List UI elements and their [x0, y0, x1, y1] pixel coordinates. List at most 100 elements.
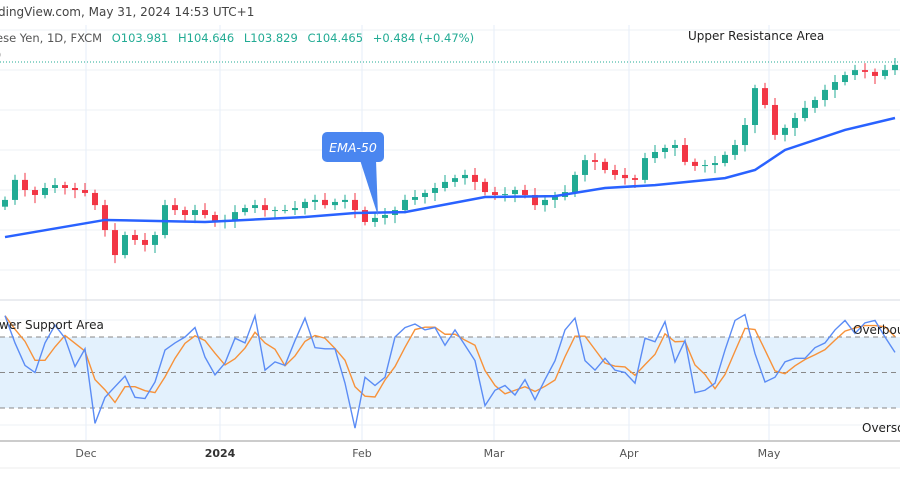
candle-body [672, 145, 678, 148]
candle-body [772, 104, 778, 135]
candle-body [82, 190, 88, 193]
candle-body [292, 208, 298, 211]
chart-header: dingView.com, May 31, 2024 14:53 UTC+1 [0, 5, 255, 19]
candle-body [742, 125, 748, 146]
ema-50-label: EMA-50 [329, 139, 377, 155]
ohlc-change: +0.484 (+0.47%) [372, 31, 475, 45]
candle-body [762, 88, 768, 105]
candle-body [752, 88, 758, 125]
ema-50-line [4, 116, 896, 239]
stochastic-k-line [4, 313, 896, 429]
x-tick-2024: 2024 [204, 447, 236, 460]
candle-body [552, 197, 558, 200]
candle-body [112, 230, 118, 256]
symbol-legend: ese Yen, 1D, FXCM O103.981 H104.646 L103… [0, 31, 480, 45]
candle-body [632, 178, 638, 180]
candle-body [302, 201, 308, 209]
candle-body [652, 152, 658, 159]
candle-body [382, 215, 388, 218]
candle-body [602, 161, 608, 170]
candle-body [212, 215, 218, 222]
candle-body [512, 190, 518, 195]
candle-body [872, 71, 878, 76]
candle-body [252, 205, 258, 209]
candle-body [412, 197, 418, 200]
candle-body [462, 174, 468, 179]
candle-body [822, 89, 828, 101]
candle-body [132, 235, 138, 240]
candle-body [312, 199, 318, 202]
candle-body [842, 75, 848, 83]
candle-body [92, 192, 98, 206]
x-tick-apr: Apr [619, 447, 639, 460]
lower-support-label: wer Support Area [0, 318, 104, 332]
candle-body [32, 190, 38, 195]
candle-body [202, 210, 208, 215]
ema-50-callout: EMA-50 [322, 132, 384, 162]
candle-body [572, 174, 578, 193]
candle-body [642, 158, 648, 180]
callout-pointer [360, 160, 378, 216]
candle-body [802, 107, 808, 119]
candle-body [332, 201, 338, 206]
candle-body [232, 212, 238, 220]
candle-body [102, 205, 108, 231]
candle-body [282, 210, 288, 212]
candle-body [492, 192, 498, 195]
x-tick-feb: Feb [352, 447, 372, 460]
candle-body [242, 208, 248, 213]
candle-body [812, 100, 818, 108]
indicator-legend: ) [0, 48, 1, 61]
candle-body [432, 188, 438, 193]
candle-body [852, 70, 858, 76]
ohlc-high: H104.646 [177, 31, 235, 45]
candle-body [402, 199, 408, 211]
candle-body [892, 64, 898, 71]
candle-body [522, 190, 528, 195]
ohlc-close: C104.465 [307, 31, 364, 45]
stochastic-d-line [4, 315, 896, 404]
candle-body [42, 188, 48, 195]
candle-body [472, 174, 478, 182]
candle-body [322, 199, 328, 206]
candle-body [622, 174, 628, 179]
symbol-name[interactable]: ese Yen, 1D, FXCM [0, 31, 103, 45]
ohlc-low: L103.829 [243, 31, 298, 45]
candle-body [712, 163, 718, 166]
candle-body [422, 192, 428, 197]
candle-body [142, 239, 148, 245]
candle-body [732, 145, 738, 155]
candle-body [532, 194, 538, 206]
candle-body [582, 160, 588, 175]
candle-body [832, 82, 838, 90]
candle-body [192, 210, 198, 215]
candle-body [152, 235, 158, 245]
ohlc-open: O103.981 [111, 31, 169, 45]
candle-body [2, 199, 8, 207]
candle-body [502, 194, 508, 196]
overbought-label: Overbou [853, 323, 900, 337]
candle-body [612, 170, 618, 175]
candle-body [272, 210, 278, 212]
candle-body [352, 199, 358, 211]
candle-body [692, 161, 698, 166]
x-tick-may: May [757, 447, 781, 460]
candle-body [72, 188, 78, 191]
candle-body [182, 210, 188, 215]
candle-body [262, 205, 268, 211]
candle-body [12, 179, 18, 200]
upper-resistance-label: Upper Resistance Area [688, 29, 825, 43]
x-tick-mar: Mar [483, 447, 505, 460]
candle-body [782, 127, 788, 135]
candle-body [792, 118, 798, 128]
candle-body [52, 185, 58, 188]
candle-body [592, 160, 598, 162]
oversold-label: Overso [862, 421, 900, 435]
candle-body [542, 199, 548, 206]
candle-body [342, 199, 348, 202]
candle-body [172, 205, 178, 211]
candle-body [22, 179, 28, 191]
x-tick-dec: Dec [75, 447, 97, 460]
candle-body [702, 165, 708, 167]
